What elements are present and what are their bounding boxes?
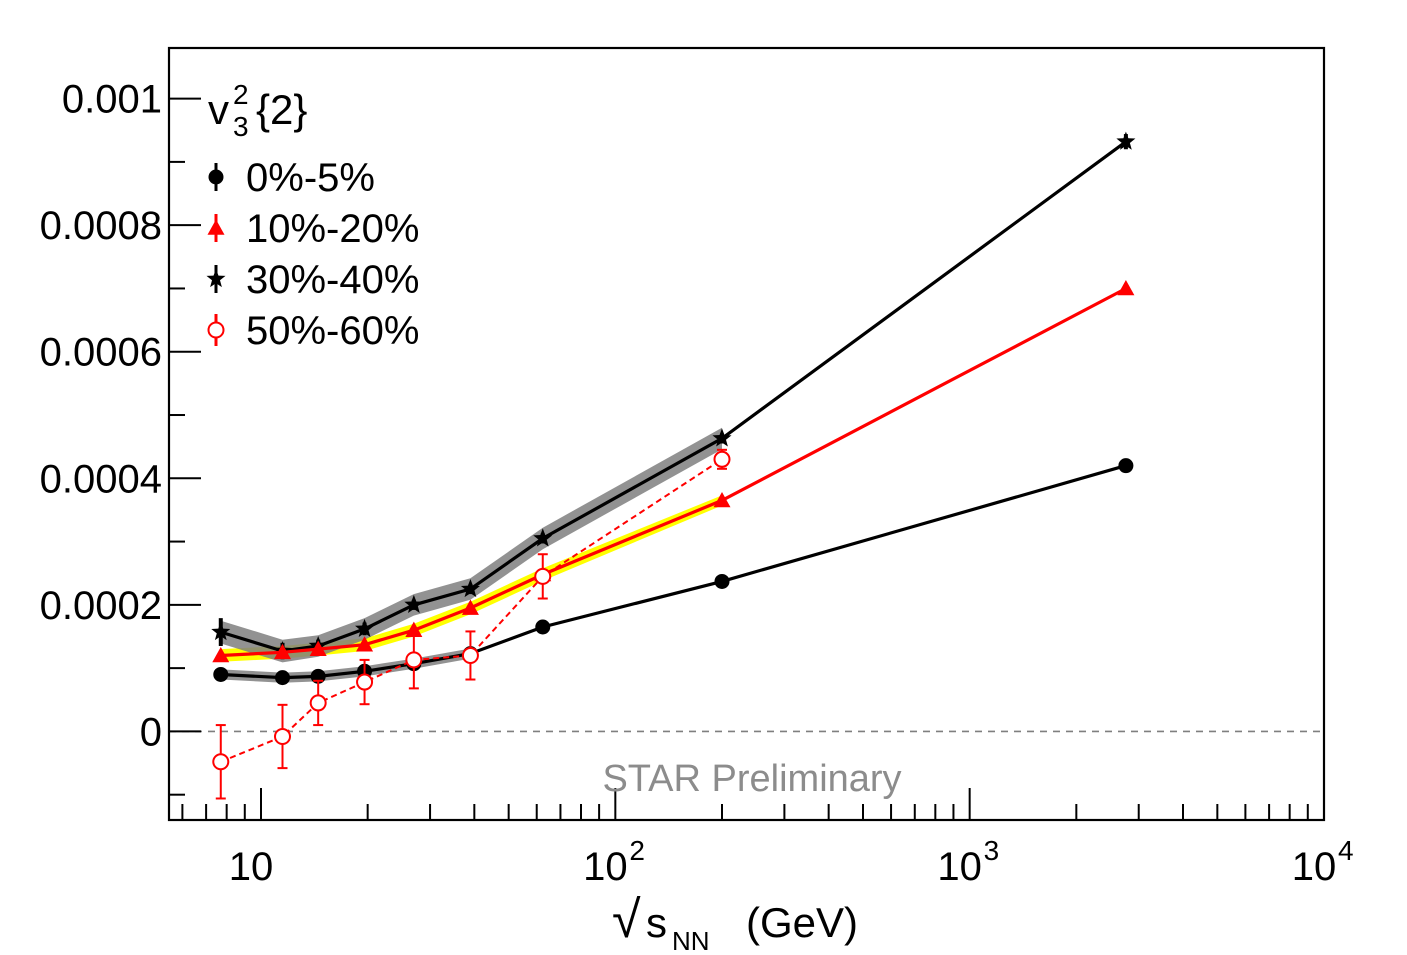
legend-title-sup: 2 bbox=[233, 79, 249, 110]
series-3 bbox=[212, 448, 731, 800]
legend-title-tail: {2} bbox=[256, 86, 307, 133]
data-point-3-4 bbox=[405, 651, 423, 669]
data-point-3-1 bbox=[274, 727, 292, 745]
data-point-1-1 bbox=[274, 643, 292, 660]
y-tick-label-4: 0.0008 bbox=[40, 204, 162, 248]
data-point-1-7 bbox=[713, 491, 731, 508]
data-point-0-6 bbox=[535, 619, 551, 635]
x-label-unit: (GeV) bbox=[746, 899, 858, 946]
x-label-sub: NN bbox=[672, 926, 710, 955]
data-point-1-2 bbox=[309, 640, 327, 656]
legend-title: v 2 3 {2} bbox=[208, 66, 307, 145]
legend-marker-2 bbox=[206, 269, 226, 288]
y-tick-label-3: 0.0006 bbox=[40, 331, 162, 375]
data-point-3-2 bbox=[309, 694, 327, 712]
x-tick-exponent-3: 4 bbox=[1338, 835, 1354, 866]
data-point-2-6 bbox=[533, 528, 553, 547]
data-point-2-7 bbox=[712, 428, 732, 447]
data-point-1-4 bbox=[405, 621, 423, 637]
data-point-2-3 bbox=[355, 618, 375, 637]
legend: v 2 3 {2} 0%-5% 10%-20% 30%-40% 50%-60% bbox=[206, 66, 419, 353]
data-point-1-0 bbox=[212, 646, 230, 663]
legend-marker-3 bbox=[207, 321, 225, 339]
data-point-0-8 bbox=[1118, 458, 1134, 474]
legend-title-base: v bbox=[208, 86, 229, 133]
legend-entries: 0%-5% 10%-20% 30%-40% 50%-60% bbox=[206, 156, 419, 353]
data-point-2-8 bbox=[1116, 131, 1136, 150]
data-point-1-8 bbox=[1117, 279, 1135, 296]
data-point-0-7 bbox=[714, 573, 730, 589]
data-point-1-5 bbox=[461, 599, 479, 615]
data-point-3-3 bbox=[356, 673, 374, 691]
data-point-3-7 bbox=[713, 450, 731, 468]
legend-marker-1 bbox=[207, 219, 225, 235]
data-point-2-4 bbox=[404, 594, 424, 613]
x-tick-exponent-2: 3 bbox=[984, 835, 1000, 866]
y-tick-label-2: 0.0004 bbox=[40, 457, 162, 501]
legend-label-1: 10%-20% bbox=[246, 207, 419, 251]
x-tick-label-1: 10 bbox=[583, 845, 628, 889]
data-point-2-0 bbox=[211, 622, 231, 641]
legend-marker-0 bbox=[208, 169, 224, 185]
legend-label-0: 0%-5% bbox=[246, 156, 375, 200]
data-point-1-3 bbox=[356, 636, 374, 652]
x-tick-exponent-1: 2 bbox=[629, 835, 645, 866]
data-point-3-6 bbox=[534, 567, 552, 585]
x-axis-label: √ s NN (GeV) bbox=[612, 891, 858, 955]
data-point-0-0 bbox=[213, 666, 229, 682]
legend-entry-0: 0%-5% bbox=[208, 156, 375, 200]
series-layer bbox=[211, 131, 1136, 800]
y-tick-label-0: 0 bbox=[140, 710, 162, 754]
x-tick-label-3: 10 bbox=[1292, 845, 1337, 889]
legend-entry-2: 30%-40% bbox=[206, 258, 419, 302]
plot-frame bbox=[167, 46, 1326, 822]
data-point-3-5 bbox=[461, 646, 479, 664]
y-tick-label-1: 0.0002 bbox=[40, 584, 162, 628]
systematic-band-2 bbox=[220, 427, 723, 663]
legend-label-2: 30%-40% bbox=[246, 258, 419, 302]
y-tick-label-5: 0.001 bbox=[62, 78, 162, 122]
legend-label-3: 50%-60% bbox=[246, 309, 419, 353]
x-label-root: √ bbox=[612, 891, 641, 949]
x-tick-label-2: 10 bbox=[937, 845, 982, 889]
legend-entry-3: 50%-60% bbox=[207, 309, 419, 353]
series-1 bbox=[212, 279, 1135, 663]
watermark-text: STAR Preliminary bbox=[602, 758, 901, 800]
data-point-2-5 bbox=[460, 579, 480, 598]
data-point-3-0 bbox=[212, 753, 230, 771]
legend-entry-1: 10%-20% bbox=[207, 207, 419, 251]
x-tick-label-0: 10 bbox=[229, 845, 274, 889]
legend-title-sub: 3 bbox=[233, 111, 249, 142]
x-label-var: s bbox=[646, 899, 667, 946]
data-point-0-1 bbox=[275, 670, 291, 686]
